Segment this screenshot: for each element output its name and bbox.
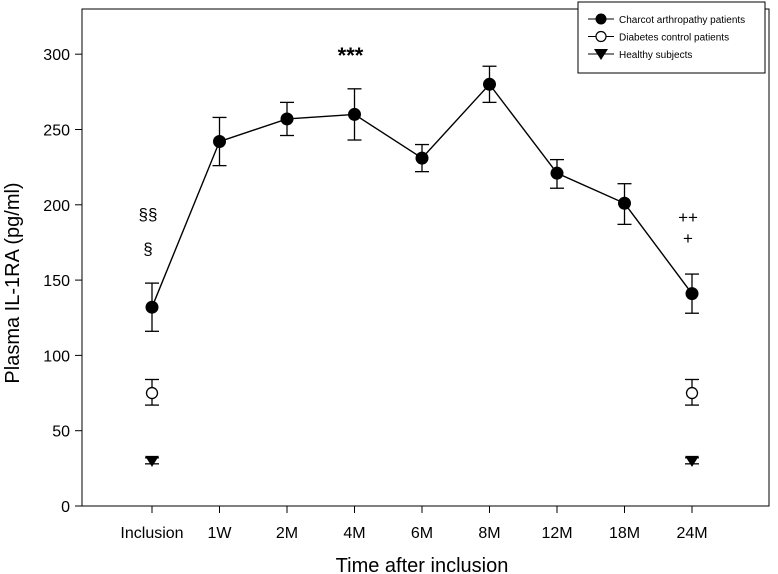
annotation: + bbox=[683, 229, 693, 248]
y-tick-label: 250 bbox=[43, 122, 70, 139]
y-tick-label: 300 bbox=[43, 47, 70, 64]
x-tick-label: 8M bbox=[478, 525, 500, 542]
data-point-charcot bbox=[483, 77, 496, 91]
x-tick-label: 12M bbox=[541, 525, 572, 542]
data-point-charcot bbox=[280, 112, 294, 126]
legend-marker bbox=[595, 13, 607, 25]
legend-box bbox=[577, 1, 766, 74]
y-tick-label: 150 bbox=[43, 273, 70, 290]
annotations: ***§§§+++ bbox=[139, 43, 698, 258]
x-tick-label: 4M bbox=[343, 525, 365, 542]
data-point-charcot bbox=[415, 151, 429, 165]
data-point-charcot bbox=[685, 287, 699, 301]
y-tick-label: 100 bbox=[43, 348, 70, 365]
x-tick-label: 24M bbox=[676, 525, 707, 542]
legend-marker bbox=[595, 30, 607, 43]
x-tick-label: Inclusion bbox=[120, 525, 183, 542]
data-point-charcot bbox=[550, 166, 564, 180]
legend: Charcot arthropathy patients Diabetes con… bbox=[577, 1, 766, 74]
annotation: *** bbox=[338, 43, 364, 68]
y-tick-label: 0 bbox=[61, 499, 70, 516]
data-point-healthy bbox=[685, 455, 699, 467]
annotation: § bbox=[143, 239, 152, 258]
series-layer bbox=[145, 65, 699, 467]
series-diabetes bbox=[145, 378, 699, 406]
x-axis-title: Time after inclusion bbox=[336, 555, 509, 574]
series-line-charcot bbox=[151, 83, 693, 308]
data-point-charcot bbox=[348, 107, 361, 121]
data-point-healthy bbox=[145, 455, 159, 467]
legend-label: Charcot arthropathy patients bbox=[619, 15, 745, 26]
plot-frame bbox=[81, 8, 770, 507]
data-point-diabetes bbox=[145, 386, 159, 400]
axes: 0 50 100 150 200 250 300 Inclusion 1W 2M 4M 6M 8M 12M… bbox=[43, 8, 770, 542]
x-tick-label: 2M bbox=[276, 525, 298, 542]
legend-label: Diabetes control patients bbox=[619, 33, 729, 44]
x-tick-label: 6M bbox=[411, 525, 433, 542]
y-tick-label: 50 bbox=[52, 424, 70, 441]
annotation: ++ bbox=[678, 208, 698, 227]
y-axis-title: Plasma IL-1RA (pg/ml) bbox=[2, 182, 24, 383]
legend-marker bbox=[594, 49, 608, 60]
data-point-charcot bbox=[145, 300, 159, 314]
x-tick-label: 18M bbox=[609, 525, 640, 542]
data-point-charcot bbox=[618, 196, 631, 210]
data-point-diabetes bbox=[685, 386, 699, 400]
data-point-charcot bbox=[213, 135, 226, 149]
legend-label: Healthy subjects bbox=[619, 50, 692, 61]
series-charcot bbox=[145, 65, 699, 332]
y-tick-label: 200 bbox=[43, 198, 70, 215]
series-healthy bbox=[145, 455, 699, 467]
annotation: §§ bbox=[139, 205, 158, 224]
x-tick-label: 1W bbox=[208, 525, 233, 542]
